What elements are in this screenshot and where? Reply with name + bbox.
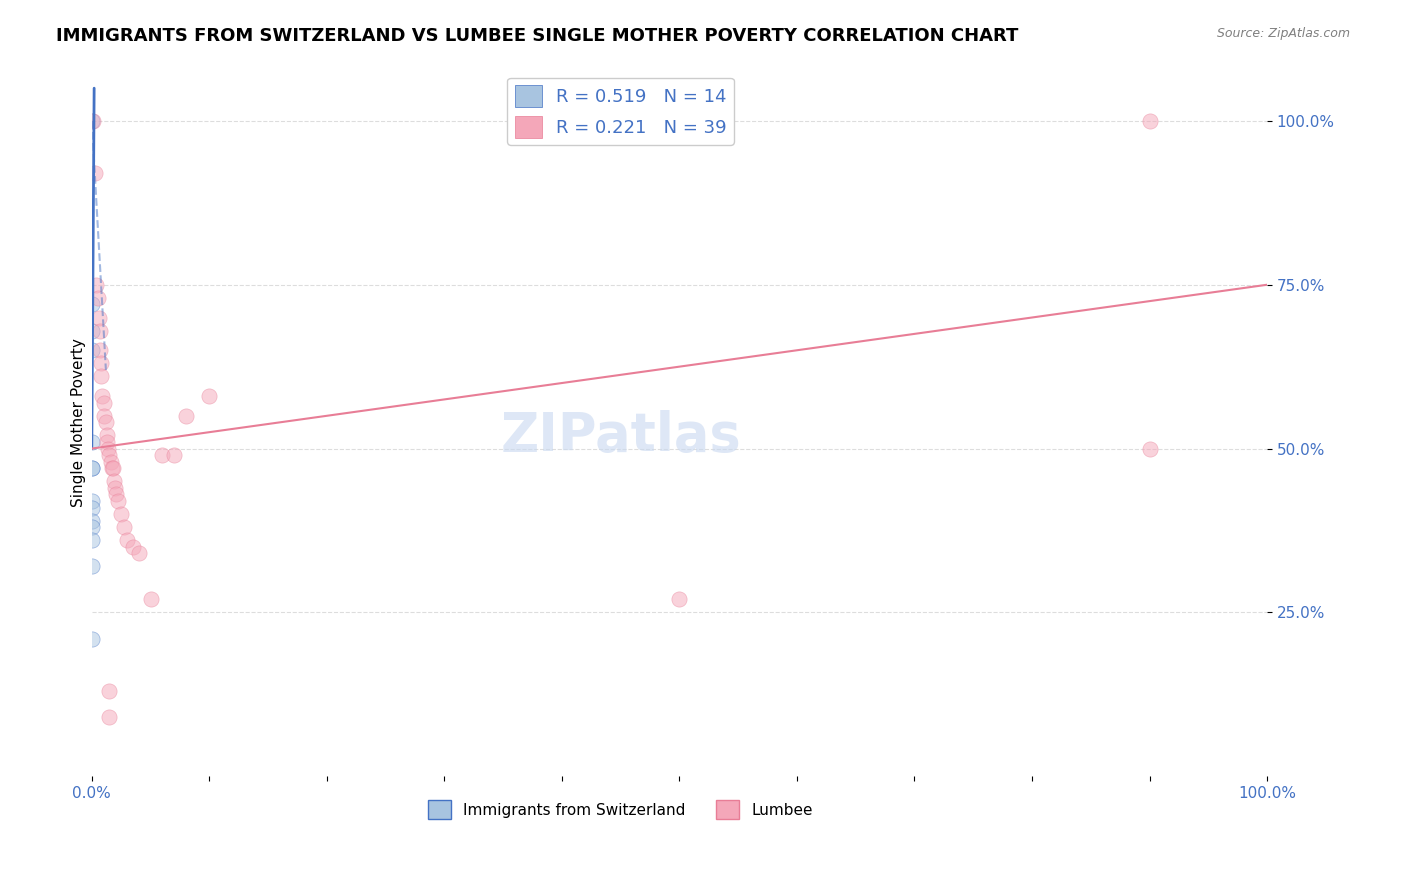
Point — [1139, 114, 1161, 128]
Legend: Immigrants from Switzerland, Lumbee: Immigrants from Switzerland, Lumbee — [422, 794, 820, 825]
Point — [80, 500, 103, 515]
Point — [98, 448, 121, 462]
Point — [93, 395, 115, 409]
Point — [80, 324, 103, 338]
Point — [96, 435, 118, 450]
Point — [198, 389, 221, 403]
Point — [80, 632, 103, 646]
Point — [100, 461, 122, 475]
Point — [105, 487, 128, 501]
Point — [668, 592, 690, 607]
Point — [80, 114, 103, 128]
Point — [80, 461, 103, 475]
Point — [100, 455, 122, 469]
Point — [89, 343, 111, 358]
Point — [90, 369, 112, 384]
Point — [80, 435, 103, 450]
Point — [80, 520, 103, 534]
Point — [86, 277, 108, 292]
Point — [89, 324, 111, 338]
Point — [80, 559, 103, 574]
Point — [110, 507, 132, 521]
Point — [97, 442, 120, 456]
Point — [94, 415, 117, 429]
Point — [112, 520, 135, 534]
Point — [80, 533, 103, 548]
Text: Source: ZipAtlas.com: Source: ZipAtlas.com — [1216, 27, 1350, 40]
Point — [101, 461, 124, 475]
Point — [80, 343, 103, 358]
Point — [122, 540, 145, 554]
Point — [98, 710, 121, 724]
Point — [80, 514, 103, 528]
Point — [93, 409, 115, 423]
Point — [96, 428, 118, 442]
Y-axis label: Single Mother Poverty: Single Mother Poverty — [72, 338, 86, 507]
Point — [115, 533, 138, 548]
Point — [91, 389, 114, 403]
Point — [1139, 442, 1161, 456]
Point — [84, 166, 107, 180]
Point — [80, 461, 103, 475]
Point — [128, 546, 150, 560]
Point — [80, 297, 103, 311]
Point — [139, 592, 162, 607]
Point — [107, 494, 129, 508]
Point — [174, 409, 197, 423]
Point — [104, 481, 127, 495]
Text: IMMIGRANTS FROM SWITZERLAND VS LUMBEE SINGLE MOTHER POVERTY CORRELATION CHART: IMMIGRANTS FROM SWITZERLAND VS LUMBEE SI… — [56, 27, 1018, 45]
Point — [82, 114, 104, 128]
Point — [103, 475, 125, 489]
Point — [90, 356, 112, 370]
Point — [87, 310, 110, 325]
Point — [98, 684, 121, 698]
Point — [86, 291, 108, 305]
Point — [150, 448, 173, 462]
Point — [163, 448, 186, 462]
Point — [80, 494, 103, 508]
Text: ZIPatlas: ZIPatlas — [501, 410, 741, 462]
